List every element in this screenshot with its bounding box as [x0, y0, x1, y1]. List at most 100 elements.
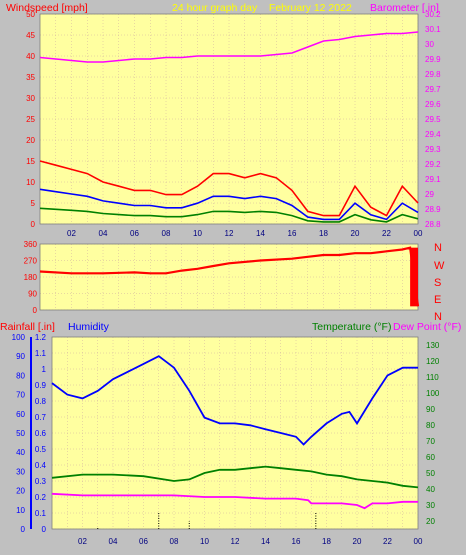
barometer-tick-label: 29 [425, 190, 434, 199]
barometer-tick-label: 29.1 [425, 175, 441, 184]
windspeed-axis: 0 5 10 15 20 25 30 35 40 45 50 [26, 10, 35, 229]
wind-tick-label: 15 [26, 157, 35, 166]
humidity-tick-label: 30 [16, 467, 25, 476]
wind-tick-label: 5 [31, 199, 36, 208]
temperature-tick-label: 130 [426, 341, 440, 350]
temperature-tick-label: 60 [426, 453, 435, 462]
wind-baro-grid [39, 13, 419, 225]
barometer-tick-label: 30.2 [425, 10, 441, 19]
temperature-tick-label: 20 [426, 517, 435, 526]
hour-tick-label: 12 [231, 537, 240, 546]
wind-direction-line [39, 246, 420, 307]
dewpoint-label: Dew Point (°F) [393, 321, 461, 333]
hour-tick-label: 04 [109, 537, 118, 546]
chart-title: 24 hour graph day February 12 2022 [172, 2, 352, 14]
humidity-tick-label: 60 [16, 410, 25, 419]
hour-tick-label: 18 [322, 537, 331, 546]
barometer-tick-label: 29.3 [425, 145, 441, 154]
rainfall-tick-label: 1.2 [35, 333, 47, 342]
barometer-tick-label: 28.9 [425, 205, 441, 214]
humidity-tick-label: 10 [16, 506, 25, 515]
hour-tick-label: 02 [78, 537, 87, 546]
rainfall-tick-label: 0.3 [35, 477, 47, 486]
rainfall-tick-label: 0.5 [35, 445, 47, 454]
barometer-label: Barometer [.in] [370, 2, 439, 14]
rainfall-label: Rainfall [.in] [0, 321, 55, 333]
humidity-tick-label: 80 [16, 371, 25, 380]
windspeed-line [39, 160, 419, 217]
humidity-tick-label: 70 [16, 391, 25, 400]
wind-tick-label: 20 [26, 136, 35, 145]
rainfall-axis: 0 0.1 0.2 0.3 0.4 0.5 0.6 0.7 0.8 0.9 1 1.1 1.2 [35, 333, 47, 534]
barometer-tick-label: 29.7 [425, 85, 441, 94]
hour-tick-label: 04 [99, 229, 108, 238]
temperature-tick-label: 100 [426, 389, 440, 398]
rainfall-tick-label: 0.6 [35, 429, 47, 438]
rain-hum-temp-x-axis: 02 04 06 08 10 12 14 16 18 20 22 00 [78, 537, 423, 546]
barometer-tick-label: 29.2 [425, 160, 441, 169]
wind-baro-x-axis: 02 04 06 08 10 12 14 16 18 20 22 00 [67, 229, 423, 238]
wind-direction-axis: 0 90 180 270 360 [24, 240, 38, 315]
hour-tick-label: 00 [414, 537, 423, 546]
direction-tick-label: 360 [24, 240, 38, 249]
barometer-tick-label: 28.8 [425, 220, 441, 229]
humidity-tick-label: 50 [16, 429, 25, 438]
barometer-tick-label: 29.9 [425, 55, 441, 64]
direction-tick-label: 180 [24, 273, 38, 282]
hour-tick-label: 06 [130, 229, 139, 238]
barometer-tick-label: 29.5 [425, 115, 441, 124]
humidity-line [51, 355, 418, 446]
direction-s: S [434, 277, 441, 289]
humidity-axis: 0 10 20 30 40 50 60 70 80 90 100 [12, 333, 26, 534]
humidity-tick-label: 100 [12, 333, 26, 342]
direction-tick-label: 0 [33, 306, 38, 315]
dewpoint-line [51, 492, 418, 510]
wind-direction-block [410, 247, 418, 307]
direction-n-bottom: N [434, 311, 442, 323]
humidity-tick-label: 0 [21, 525, 26, 534]
plot-frame [51, 336, 419, 530]
temperature-axis: 20 30 40 50 60 70 80 90 100 110 120 130 [426, 341, 440, 526]
direction-tick-label: 90 [28, 290, 37, 299]
hour-tick-label: 18 [319, 229, 328, 238]
rainfall-tick-label: 0.7 [35, 413, 47, 422]
rainfall-tick-label: 1 [42, 365, 47, 374]
wind-baro-series [39, 31, 419, 223]
hour-tick-label: 22 [383, 537, 392, 546]
wind-tick-label: 0 [31, 220, 36, 229]
hour-tick-label: 20 [351, 229, 360, 238]
rain-hum-temp-series [51, 355, 419, 529]
wind-tick-label: 35 [26, 73, 35, 82]
plot-frame [39, 13, 419, 225]
humidity-tick-label: 90 [16, 352, 25, 361]
hour-tick-label: 16 [288, 229, 297, 238]
wind-tick-label: 30 [26, 94, 35, 103]
hour-tick-label: 00 [414, 229, 423, 238]
wind-tick-label: 50 [26, 10, 35, 19]
direction-e: E [434, 294, 441, 306]
barometer-axis: 28.8 28.9 29 29.1 29.2 29.3 29.4 29.5 29.6 29.7 29… [425, 10, 441, 229]
hour-tick-label: 14 [261, 537, 270, 546]
windspeed-label: Windspeed [mph] [6, 2, 88, 14]
rainfall-tick-label: 0 [42, 525, 47, 534]
hour-tick-label: 16 [292, 537, 301, 546]
hour-tick-label: 14 [256, 229, 265, 238]
rainfall-tick-label: 1.1 [35, 349, 47, 358]
humidity-tick-label: 40 [16, 448, 25, 457]
temperature-tick-label: 80 [426, 421, 435, 430]
direction-w: W [434, 260, 445, 272]
windspeed-low-line [39, 207, 419, 223]
hour-tick-label: 12 [225, 229, 234, 238]
humidity-label: Humidity [68, 321, 110, 333]
hour-tick-label: 08 [162, 229, 171, 238]
hour-tick-label: 02 [67, 229, 76, 238]
temperature-tick-label: 70 [426, 437, 435, 446]
temperature-tick-label: 50 [426, 469, 435, 478]
barometer-line [39, 31, 419, 63]
wind-tick-label: 45 [26, 31, 35, 40]
wind-direction-series [39, 246, 420, 307]
temperature-line [51, 465, 419, 489]
humidity-tick-label: 20 [16, 487, 25, 496]
